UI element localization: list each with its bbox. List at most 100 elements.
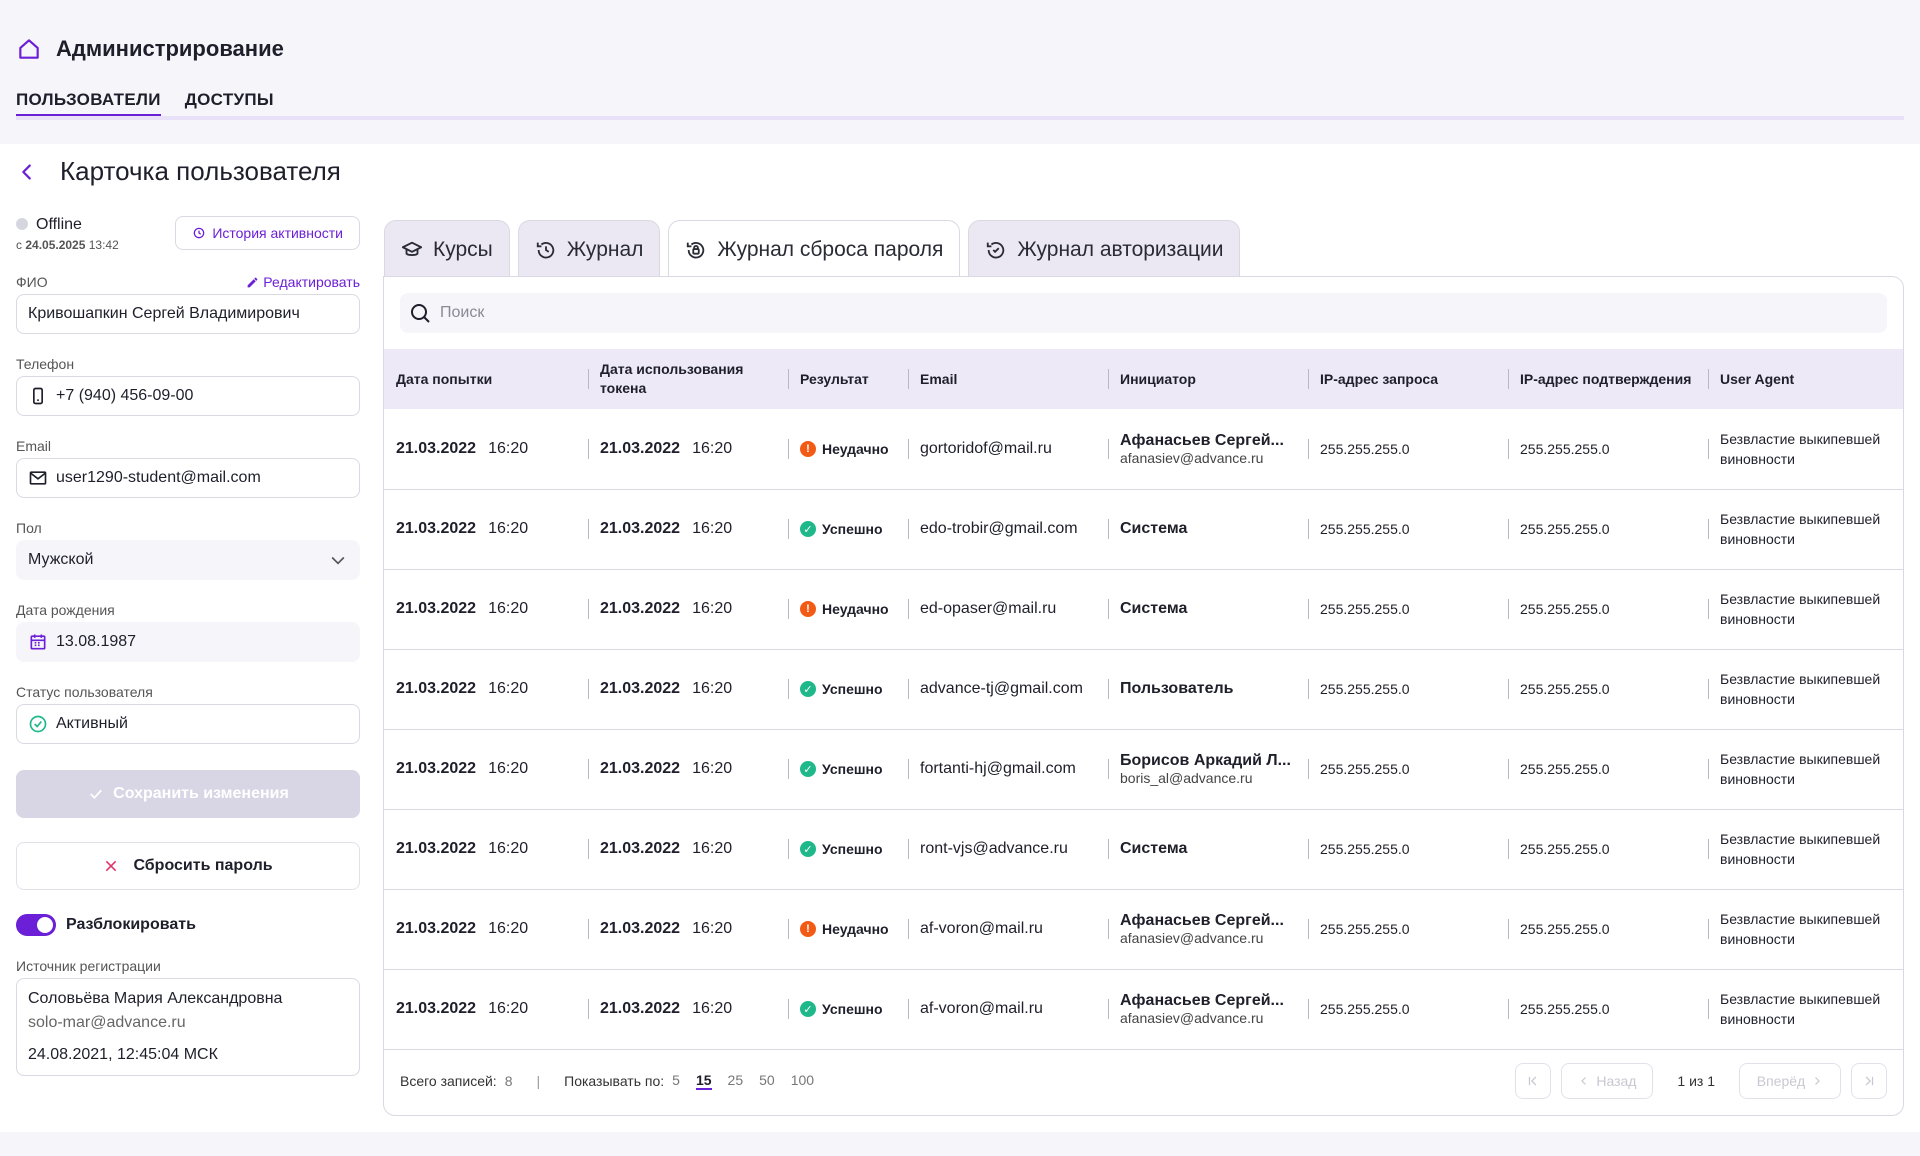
- result-text: Неудачно: [822, 921, 889, 937]
- check-icon: [90, 789, 103, 800]
- birthdate-field[interactable]: 13.08.1987: [16, 622, 360, 662]
- column-header[interactable]: IP-адрес запроса: [1308, 349, 1508, 409]
- unblock-toggle[interactable]: [16, 914, 56, 936]
- tab-access[interactable]: ДОСТУПЫ: [184, 90, 274, 109]
- table-row[interactable]: 21.03.2022 16:20 21.03.2022 16:20 ✓ Успешно ro…: [384, 809, 1903, 890]
- per-page-label: Показывать по:: [564, 1073, 665, 1089]
- error-icon: !: [800, 601, 816, 617]
- token-date: 21.03.2022 16:20: [588, 969, 788, 1050]
- initiator-cell: Система: [1108, 489, 1308, 570]
- table-row[interactable]: 21.03.2022 16:20 21.03.2022 16:20! Неудачно e…: [384, 569, 1903, 650]
- pagination: Назад 1 из 1 Вперёд: [1515, 1063, 1887, 1099]
- initiator-cell: Афанасьев Сергей... afanasiev@advance.ru: [1108, 969, 1308, 1050]
- activity-history-button[interactable]: История активности: [175, 216, 360, 250]
- user-agent: Безвластие выкипевшей виновности: [1708, 569, 1903, 650]
- first-page-icon: [1529, 1076, 1537, 1086]
- reset-password-button[interactable]: Сбросить пароль: [16, 842, 360, 890]
- confirm-ip: 255.255.255.0: [1508, 889, 1708, 970]
- search-input[interactable]: Поиск: [400, 293, 1887, 333]
- table-row[interactable]: 21.03.2022 16:20 21.03.2022 16:20! Неудачно g…: [384, 409, 1903, 490]
- column-header[interactable]: Дата попытки: [384, 349, 588, 409]
- gender-select[interactable]: Мужской: [16, 540, 360, 580]
- home-icon: [19, 39, 39, 59]
- user-agent: Безвластие выкипевшей виновности: [1708, 969, 1903, 1050]
- attempt-date: 21.03.2022 16:20: [384, 569, 588, 650]
- save-button[interactable]: Сохранить изменения: [16, 770, 360, 818]
- mail-icon: [29, 471, 47, 485]
- next-page-button[interactable]: Вперёд: [1739, 1063, 1841, 1099]
- online-status: Offline с 24.05.2025 13:42: [16, 216, 119, 252]
- tab-auth-log[interactable]: Журнал авторизации: [968, 220, 1241, 278]
- page-title: Карточка пользователя: [60, 156, 341, 186]
- user-agent: Безвластие выкипевшей виновности: [1708, 729, 1903, 810]
- confirm-ip: 255.255.255.0: [1508, 969, 1708, 1050]
- chevron-right-icon: [1815, 1077, 1821, 1085]
- column-header[interactable]: Инициатор: [1108, 349, 1308, 409]
- status-text: Offline: [36, 216, 82, 233]
- edit-button[interactable]: Редактировать: [246, 274, 360, 290]
- error-icon: !: [800, 440, 816, 457]
- top-tabs: ПОЛЬЗОВАТЕЛИ ДОСТУПЫ: [16, 86, 274, 118]
- prev-page-button[interactable]: Назад: [1561, 1063, 1654, 1099]
- token-date: 21.03.2022 16:20: [588, 809, 788, 890]
- table-row[interactable]: 21.03.2022 16:20 21.03.2022 16:20! Неудачно a…: [384, 889, 1903, 970]
- source-date: 24.08.2021, 12:45:04 МСК: [28, 1046, 218, 1063]
- token-date: 21.03.2022 16:20: [588, 489, 788, 570]
- tab-courses[interactable]: Курсы: [384, 220, 510, 278]
- user-status-field[interactable]: Активный: [16, 704, 360, 744]
- request-ip: 255.255.255.0: [1308, 649, 1508, 730]
- source-email: solo-mar@advance.ru: [28, 1014, 186, 1031]
- table-row[interactable]: 21.03.2022 16:20 21.03.2022 16:20 ✓ Успешно ad…: [384, 649, 1903, 730]
- confirm-ip: 255.255.255.0: [1508, 729, 1708, 810]
- request-ip: 255.255.255.0: [1308, 729, 1508, 810]
- chevron-down-icon: [331, 556, 345, 565]
- token-date: 21.03.2022 16:20: [588, 569, 788, 650]
- per-page-option[interactable]: 100: [790, 1072, 815, 1088]
- last-page-button[interactable]: [1851, 1063, 1887, 1099]
- column-header[interactable]: Email: [908, 349, 1108, 409]
- result-text: Успешно: [822, 761, 883, 777]
- app-title-label: Администрирование: [56, 36, 284, 61]
- first-page-button[interactable]: [1515, 1063, 1552, 1099]
- user-agent: Безвластие выкипевшей виновности: [1708, 649, 1903, 730]
- confirm-ip: 255.255.255.0: [1508, 809, 1708, 890]
- source-name: Соловьёва Мария Александровна: [28, 990, 283, 1007]
- fio-field[interactable]: Кривошапкин Сергей Владимирович: [16, 294, 360, 334]
- tab-password-reset-log[interactable]: Журнал сброса пароля: [668, 220, 961, 278]
- success-icon: ✓: [800, 681, 816, 697]
- table-row[interactable]: 21.03.2022 16:20 21.03.2022 16:20 ✓ Успешно ed…: [384, 489, 1903, 570]
- confirm-ip: 255.255.255.0: [1508, 409, 1708, 490]
- table-header-row: Дата попытки Дата использования токена Рез…: [384, 349, 1903, 409]
- column-header[interactable]: IP-адрес подтверждения: [1508, 349, 1708, 409]
- main-content: Карточка пользователя Offline с 24.05.20…: [0, 144, 1920, 1132]
- column-header[interactable]: Результат: [788, 349, 908, 409]
- tab-journal[interactable]: Журнал: [517, 220, 661, 278]
- email-cell: af-voron@mail.ru: [908, 969, 1108, 1050]
- per-page-option[interactable]: 25: [727, 1072, 744, 1088]
- per-page-option[interactable]: 15: [695, 1072, 712, 1090]
- initiator-name: Пользователь: [1120, 680, 1234, 697]
- column-header[interactable]: Дата использования токена: [588, 349, 788, 409]
- per-page-option[interactable]: 50: [759, 1072, 775, 1088]
- tab-users[interactable]: ПОЛЬЗОВАТЕЛИ: [16, 86, 161, 118]
- back-arrow-icon[interactable]: [16, 161, 38, 183]
- email-cell: advance-tj@gmail.com: [908, 649, 1108, 730]
- email-field[interactable]: user1290-student@mail.com: [16, 458, 360, 498]
- phone-field[interactable]: +7 (940) 456-09-00: [16, 376, 360, 416]
- attempt-date: 21.03.2022 16:20: [384, 889, 588, 970]
- success-icon: ✓: [800, 1001, 816, 1017]
- confirm-ip: 255.255.255.0: [1508, 569, 1708, 650]
- table-footer: Всего записей: 8 | Показывать по: 5 15 25 5…: [400, 1063, 1887, 1099]
- password-reset-log-panel: Поиск Дата попытки Дата использования ток…: [383, 276, 1904, 1116]
- table-row[interactable]: 21.03.2022 16:20 21.03.2022 16:20 ✓ Успешно af…: [384, 969, 1903, 1050]
- table-row[interactable]: 21.03.2022 16:20 21.03.2022 16:20 ✓ Успешно fo…: [384, 729, 1903, 810]
- app-title[interactable]: Администрирование: [16, 36, 284, 62]
- column-header[interactable]: User Agent: [1708, 349, 1903, 409]
- initiator-cell: Система: [1108, 569, 1308, 650]
- attempt-date: 21.03.2022 16:20: [384, 409, 588, 490]
- email-cell: fortanti-hj@gmail.com: [908, 729, 1108, 810]
- confirm-ip: 255.255.255.0: [1508, 489, 1708, 570]
- per-page-option[interactable]: 5: [672, 1072, 680, 1088]
- attempt-date: 21.03.2022 16:20: [384, 969, 588, 1050]
- auth-check-icon: [987, 241, 1005, 258]
